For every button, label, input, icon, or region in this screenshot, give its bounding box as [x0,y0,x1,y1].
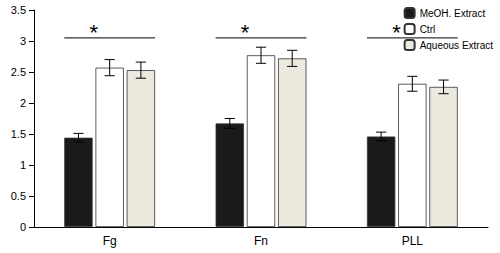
svg-text:2.5: 2.5 [11,66,26,78]
svg-text:*: * [241,20,250,45]
svg-text:*: * [89,20,98,45]
svg-text:Fg: Fg [103,234,117,248]
svg-text:Fn: Fn [254,234,268,248]
svg-text:3.5: 3.5 [11,4,26,16]
svg-text:MeOH. Extract: MeOH. Extract [420,8,486,19]
svg-text:0.5: 0.5 [11,190,26,202]
svg-text:2: 2 [20,97,26,109]
svg-text:1: 1 [20,159,26,171]
svg-text:Aqueous Extract: Aqueous Extract [420,40,494,51]
svg-text:PLL: PLL [402,234,424,248]
svg-text:3: 3 [20,35,26,47]
svg-text:*: * [392,20,401,45]
svg-text:0: 0 [20,221,26,233]
svg-text:1.5: 1.5 [11,128,26,140]
svg-text:Ctrl: Ctrl [420,24,436,35]
